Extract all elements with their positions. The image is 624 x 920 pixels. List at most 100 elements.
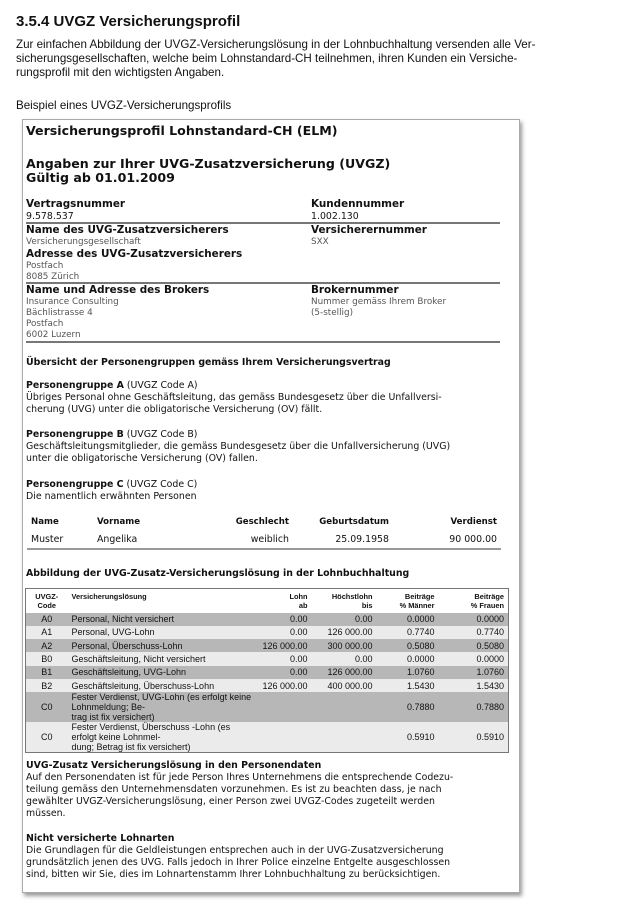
label-line: Personal, UVG-Lohn — [71, 627, 155, 638]
group-b: Personengruppe B (UVGZ Code B) — [26, 429, 197, 440]
cell-label: Fester Verdienst, Überschuss -Lohn (es e… — [67, 722, 258, 753]
cell-to — [311, 692, 377, 723]
insurer-label: Name des UVG-Zusatzversicherers — [26, 224, 229, 236]
col-header: Beiträge% Frauen — [438, 588, 509, 613]
table-row: A2 Personal, Überschuss-Lohn 126 000.00 300… — [25, 639, 509, 653]
cell-from: 0.00 — [257, 612, 312, 626]
col-header: Beiträge% Männer — [376, 588, 439, 613]
intro-line: Zur einfachen Abbildung der UVGZ-Versich… — [16, 38, 536, 51]
cell-from: 0.00 — [257, 665, 312, 679]
label-line: Geschäftsleitung, Überschuss-Lohn — [71, 680, 215, 691]
col-header: Geburtsdatum — [319, 517, 389, 527]
group-code: (UVGZ Code C) — [126, 479, 198, 490]
text-line: Die Grundlagen für die Geldleistungen en… — [26, 845, 444, 856]
cell-to: 400 000.00 — [311, 678, 377, 693]
cell-code: A0 — [25, 612, 68, 626]
cell-men: 0.0000 — [376, 612, 439, 626]
broker-line: Bächlistrasse 4 — [26, 308, 93, 318]
cell-to: 0.00 — [311, 612, 377, 626]
cell: 90 000.00 — [449, 534, 497, 545]
label-line: Personal, Überschuss-Lohn — [71, 640, 183, 651]
group-c: Personengruppe C (UVGZ Code C) — [26, 479, 197, 490]
intro-line: rungsprofil mit den wichtigsten Angaben. — [16, 66, 225, 79]
group-text: Geschäftsleitungsmitglieder, die gemäss … — [26, 441, 451, 452]
cell-women: 1.5430 — [438, 678, 509, 693]
cell-code: B0 — [25, 652, 68, 666]
uninsured-title: Nicht versicherte Lohnarten — [26, 833, 175, 844]
cell-men: 1.5430 — [376, 678, 439, 693]
col-header: Geschlecht — [235, 517, 289, 527]
col-header: Verdienst — [450, 517, 497, 527]
label-line: Personal, Nicht versichert — [71, 614, 175, 625]
col-header: Höchstlohn bis — [311, 588, 377, 613]
table-row: Muster Angelika weiblich 25.09.1958 90 0… — [27, 531, 501, 549]
cell-from: 0.00 — [257, 652, 312, 666]
label-line: Fester Verdienst, UVG-Lohn (es erfolgt k… — [71, 692, 252, 713]
group-code: (UVGZ Code B) — [126, 429, 198, 440]
cell-to: 126 000.00 — [311, 625, 377, 640]
table-row: A1 Personal, UVG-Lohn 0.00 126 000.00 0.7740… — [25, 625, 509, 640]
label-line: trag ist fix versichert) — [71, 712, 155, 723]
customer-label: Kundennummer — [311, 198, 405, 210]
group-name: Personengruppe A — [26, 380, 124, 391]
cell-women: 0.0000 — [438, 612, 509, 626]
group-name: Personengruppe B — [26, 429, 124, 440]
col-header: Versicherungslösung — [67, 588, 258, 613]
solutions-table: UVGZ- Code Versicherungslösung Lohn ab Höc… — [25, 588, 509, 754]
cell-code: C0 — [25, 722, 68, 753]
cell-men: 0.5910 — [376, 722, 439, 753]
solutions-header: UVGZ- Code Versicherungslösung Lohn ab Höc… — [25, 588, 509, 613]
divider — [26, 282, 500, 284]
cell: Angelika — [97, 534, 138, 545]
cell-label: Geschäftsleitung, Nicht versichert — [67, 652, 258, 666]
divider — [26, 222, 500, 224]
group-text: Übriges Personal ohne Geschäftsleitung, … — [26, 392, 442, 403]
cell-women: 0.5080 — [438, 639, 509, 653]
cell-to: 126 000.00 — [311, 665, 377, 679]
cell-label: Personal, UVG-Lohn — [67, 625, 258, 640]
cell-men: 0.0000 — [376, 652, 439, 666]
cell-label: Geschäftsleitung, UVG-Lohn — [67, 665, 258, 679]
text-line: gewählter UVGZ-Versicherungslösung, eine… — [26, 796, 435, 807]
cell-men: 0.7880 — [376, 692, 439, 723]
col-header: Name — [31, 517, 59, 527]
cell-label: Personal, Nicht versichert — [67, 612, 258, 626]
cell-code: A2 — [25, 639, 68, 653]
intro-line: sicherungsgesellschaften, welche beim Lo… — [16, 52, 518, 65]
col-header: Lohn ab — [257, 588, 312, 613]
label-line: Geschäftsleitung, UVG-Lohn — [71, 667, 187, 678]
group-a: Personengruppe A (UVGZ Code A) — [26, 380, 198, 391]
profile-subtitle: Angaben zur Ihrer UVG-Zusatzversicherung… — [26, 156, 391, 171]
valid-from: Gültig ab 01.01.2009 — [26, 170, 175, 185]
cell-label: Geschäftsleitung, Überschuss-Lohn — [67, 678, 258, 693]
cell-women: 0.7880 — [438, 692, 509, 723]
text-line: müssen. — [26, 808, 66, 819]
cell: Muster — [31, 534, 64, 545]
cell-from: 126 000.00 — [257, 678, 312, 693]
cell-code: C0 — [25, 692, 68, 723]
profile-title: Versicherungsprofil Lohnstandard-CH (ELM… — [26, 123, 338, 138]
label-line: Fester Verdienst, Überschuss -Lohn (es e… — [71, 722, 231, 743]
cell-label: Fester Verdienst, UVG-Lohn (es erfolgt k… — [67, 692, 258, 723]
cell-from: 0.00 — [257, 625, 312, 640]
cell-men: 1.0760 — [376, 665, 439, 679]
table-row: C0 Fester Verdienst, Überschuss -Lohn (es… — [25, 722, 509, 753]
insurer-no: SXX — [311, 237, 329, 247]
cell-to: 300 000.00 — [311, 639, 377, 653]
text-line: teilung gemäss den Unternehmensdaten vor… — [26, 784, 442, 795]
divider — [26, 341, 500, 343]
cell-women: 1.0760 — [438, 665, 509, 679]
cell-men: 0.5080 — [376, 639, 439, 653]
broker-label: Name und Adresse des Brokers — [26, 284, 210, 296]
group-text: Die namentlich erwähnten Personen — [26, 491, 197, 502]
insurer-no-label: Versicherernummer — [311, 224, 427, 236]
intro-paragraph: Zur einfachen Abbildung der UVGZ-Versich… — [16, 38, 606, 80]
table-row: B1 Geschäftsleitung, UVG-Lohn 0.00 126 000.… — [25, 665, 509, 679]
col-header: Vorname — [97, 517, 141, 527]
cell-label: Personal, Überschuss-Lohn — [67, 639, 258, 653]
cell-men: 0.7740 — [376, 625, 439, 640]
cell-code: B2 — [25, 678, 68, 693]
insurer-name: Versicherungsgesellschaft — [26, 237, 141, 247]
cell: weiblich — [250, 534, 289, 545]
table-row: B2 Geschäftsleitung, Überschuss-Lohn 126 0… — [25, 678, 509, 693]
